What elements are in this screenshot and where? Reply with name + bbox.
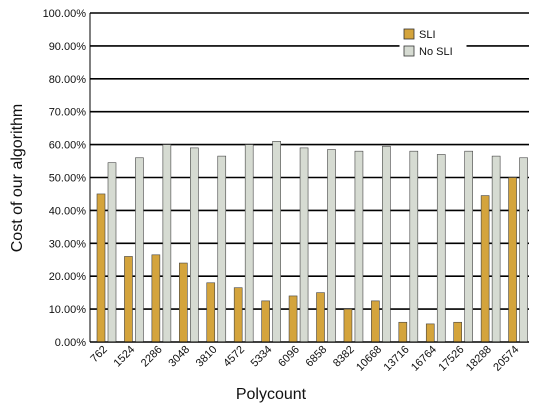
legend-label-sli: SLI: [419, 29, 436, 41]
x-tick-label: 5334: [249, 344, 275, 370]
y-tick-label: 90.00%: [49, 41, 87, 53]
legend-swatch-sli: [403, 28, 415, 40]
bar-no-sli: [190, 147, 199, 343]
bar-sli: [480, 195, 490, 343]
y-tick-label: 10.00%: [49, 304, 87, 316]
x-tick-label: 1524: [111, 344, 137, 370]
bar-sli: [124, 256, 133, 343]
x-tick-label: 13716: [382, 344, 412, 374]
bar-sli: [425, 323, 435, 343]
bar-no-sli: [272, 141, 281, 343]
x-tick-label: 6096: [276, 344, 302, 370]
x-tick-label: 6858: [304, 344, 330, 370]
y-tick-label: 50.00%: [49, 173, 87, 185]
bar-no-sli: [491, 155, 501, 343]
bar-sli: [233, 287, 243, 343]
x-tick-label: 4572: [221, 344, 247, 370]
bar-no-sli: [436, 154, 446, 343]
x-axis-tick-labels: 762 1524 2286 3048 3810 4572 5334 6096 6858 83821…: [88, 344, 521, 374]
y-tick-label: 30.00%: [49, 238, 87, 250]
bars: [96, 141, 528, 343]
bar-no-sli: [519, 157, 528, 343]
y-tick-label: 40.00%: [49, 205, 87, 217]
x-tick-label: 8382: [331, 344, 357, 370]
y-axis-title: Cost of our algorithm: [9, 104, 26, 253]
x-tick-label: 3810: [194, 344, 220, 370]
bar-sli: [508, 177, 517, 343]
bar-no-sli: [162, 144, 172, 343]
bar-sli: [261, 300, 270, 343]
y-tick-label: 0.00%: [55, 337, 86, 349]
bar-sli: [371, 300, 380, 343]
bar-sli: [179, 262, 188, 343]
x-tick-label: 18288: [464, 344, 494, 374]
bar-no-sli: [217, 155, 227, 343]
x-tick-label: 10668: [354, 344, 384, 374]
y-axis-tick-labels: 0.00% 10.00% 20.00% 30.00% 40.00% 50.00% 60.00…: [43, 8, 87, 349]
bar-no-sli: [244, 144, 254, 343]
y-tick-label: 100.00%: [43, 8, 87, 20]
bar-sli: [96, 193, 106, 343]
bar-sli: [398, 321, 408, 343]
x-tick-label: 2286: [139, 344, 165, 370]
bar-no-sli: [327, 149, 336, 343]
y-tick-label: 20.00%: [49, 271, 87, 283]
legend-label-no-sli: No SLI: [419, 46, 453, 58]
bar-sli: [453, 321, 462, 343]
y-tick-label: 80.00%: [49, 74, 87, 86]
bar-no-sli: [409, 150, 419, 343]
x-tick-label: 16764: [409, 344, 439, 374]
bar-no-sli: [299, 147, 309, 343]
legend: SLI No SLI: [399, 23, 467, 63]
legend-swatch-no-sli: [403, 45, 415, 57]
bar-sli: [206, 282, 216, 343]
x-tick-label: 3048: [166, 344, 192, 370]
bar-sli: [343, 308, 353, 343]
x-tick-label: 762: [88, 344, 109, 365]
x-axis-title: Polycount: [236, 386, 307, 403]
x-tick-label: 17526: [436, 344, 466, 374]
bar-no-sli: [464, 150, 473, 343]
bar-no-sli: [135, 157, 144, 343]
bar-no-sli: [382, 145, 391, 343]
bar-sli: [288, 295, 298, 343]
y-tick-label: 60.00%: [49, 140, 87, 152]
bar-sli: [316, 292, 325, 343]
bar-sli: [151, 254, 161, 343]
bar-no-sli: [354, 150, 364, 343]
y-tick-label: 70.00%: [49, 107, 87, 119]
x-tick-label: 20574: [491, 344, 521, 374]
bar-no-sli: [107, 162, 117, 343]
